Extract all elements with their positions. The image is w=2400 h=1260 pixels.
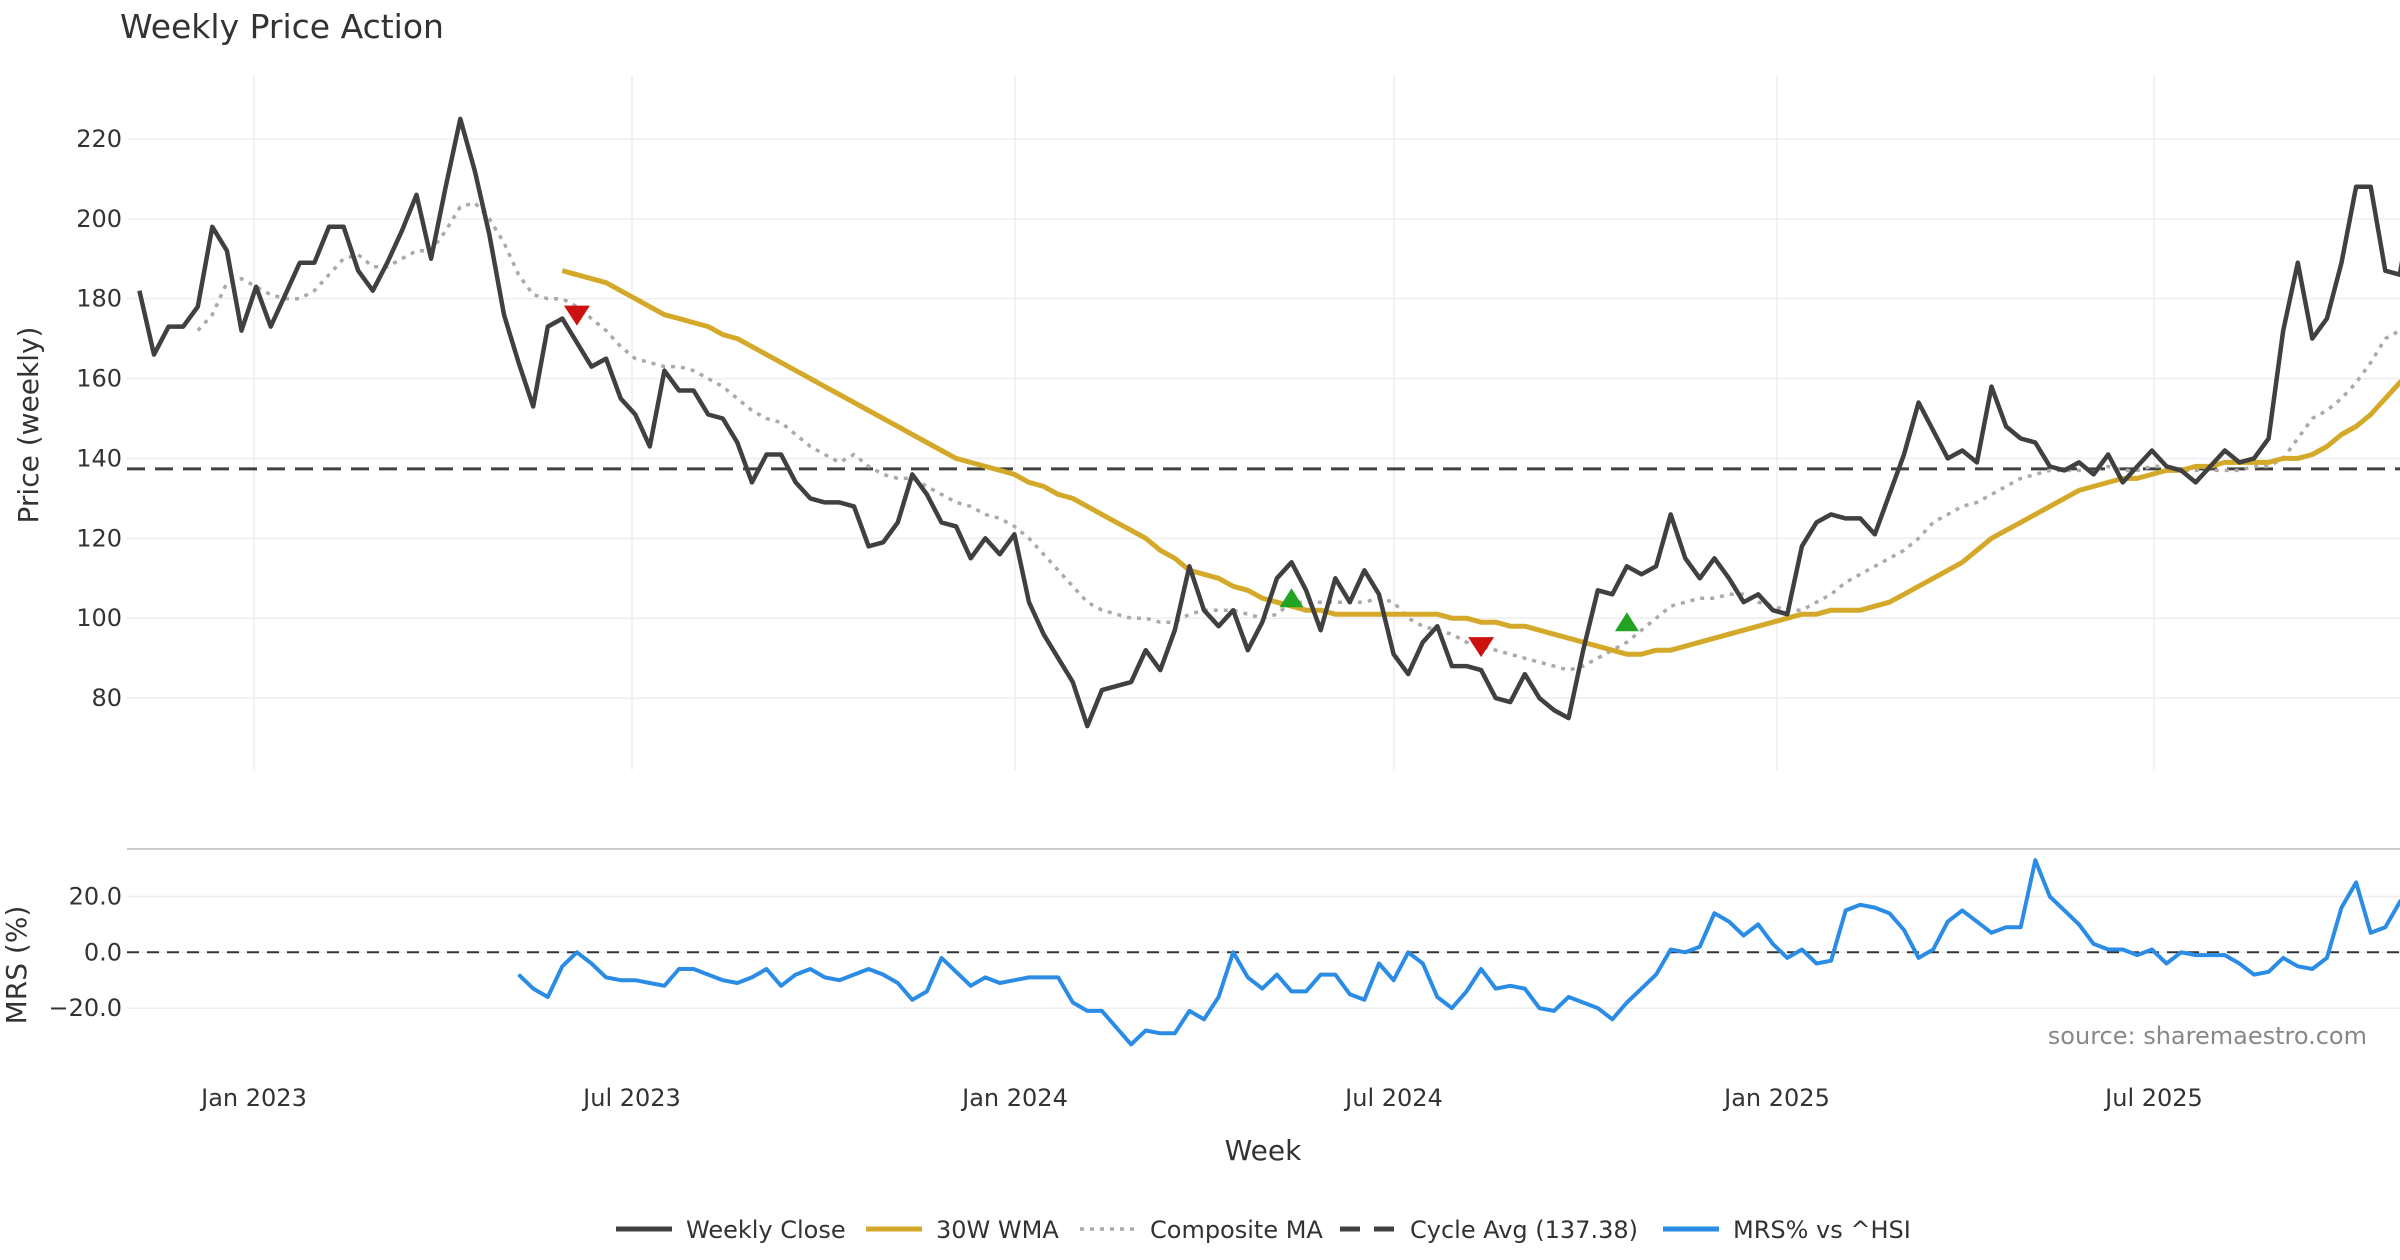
x-tick-label: Jul 2023	[581, 1084, 681, 1112]
price-series-group	[127, 116, 2400, 729]
price-y-axis-title: Price (weekly)	[12, 327, 45, 524]
legend-label: MRS% vs ^HSI	[1733, 1216, 1911, 1244]
x-tick-label: Jan 2024	[960, 1084, 1068, 1112]
price-y-tick-label: 120	[76, 524, 122, 552]
x-tick-labels: Jan 2023 Jul 2023 Jan 2024 Jul 2024 Jan 2025…	[199, 1084, 2203, 1112]
legend-item-weekly-close: Weekly Close	[616, 1216, 846, 1244]
legend-item-mrs-vs-hsi: MRS% vs ^HSI	[1663, 1216, 1911, 1244]
source-attribution: source: sharemaestro.com	[2048, 1022, 2367, 1050]
mrs-series-group	[127, 858, 2400, 1047]
price-y-tick-label: 140	[76, 444, 122, 472]
mrs-gridlines	[127, 895, 2400, 1009]
sell-signal-marker	[1468, 637, 1495, 658]
price-y-tick-label: 200	[76, 205, 122, 233]
x-axis-title: Week	[1225, 1134, 1302, 1167]
mrs-vs-hsi-line	[517, 858, 2400, 1047]
price-y-tick-label: 220	[76, 125, 122, 153]
signal-markers	[563, 305, 1639, 658]
price-y-tick-labels: 80 100 120 140 160 180 200 220	[76, 125, 122, 712]
price-y-tick-label: 100	[76, 604, 122, 632]
mrs-y-tick-label: −20.0	[48, 994, 122, 1022]
legend-item-cycle-avg-137-38: Cycle Avg (137.38)	[1340, 1216, 1638, 1244]
mrs-y-tick-label: 0.0	[84, 938, 122, 966]
x-tick-label: Jan 2025	[1722, 1084, 1830, 1112]
legend-item-composite-ma: Composite MA	[1080, 1216, 1323, 1244]
price-gridlines	[127, 75, 2400, 770]
mrs-y-tick-labels: 20.0 0.0 −20.0	[48, 882, 122, 1022]
buy-signal-marker	[1279, 588, 1304, 608]
legend-label: 30W WMA	[936, 1216, 1059, 1244]
legend-label: Cycle Avg (137.38)	[1410, 1216, 1638, 1244]
x-tick-label: Jul 2025	[2103, 1084, 2203, 1112]
30w-wma-line	[561, 268, 2400, 657]
price-y-tick-label: 160	[76, 365, 122, 393]
price-y-tick-label: 80	[91, 684, 122, 712]
weekly-close-line	[137, 116, 2400, 729]
mrs-y-tick-label: 20.0	[69, 882, 122, 910]
price-y-tick-label: 180	[76, 285, 122, 313]
buy-signal-marker	[1614, 612, 1639, 632]
legend-label: Weekly Close	[686, 1216, 846, 1244]
legend-label: Composite MA	[1150, 1216, 1323, 1244]
mrs-y-axis-title: MRS (%)	[0, 906, 33, 1025]
chart-legend: Weekly Close 30W WMA Composite MA Cycle Avg…	[616, 1216, 1911, 1244]
sell-signal-marker	[563, 305, 590, 326]
x-tick-label: Jan 2023	[199, 1084, 307, 1112]
legend-item-30w-wma: 30W WMA	[866, 1216, 1059, 1244]
x-tick-label: Jul 2024	[1343, 1084, 1443, 1112]
chart-title: Weekly Price Action	[120, 7, 444, 46]
